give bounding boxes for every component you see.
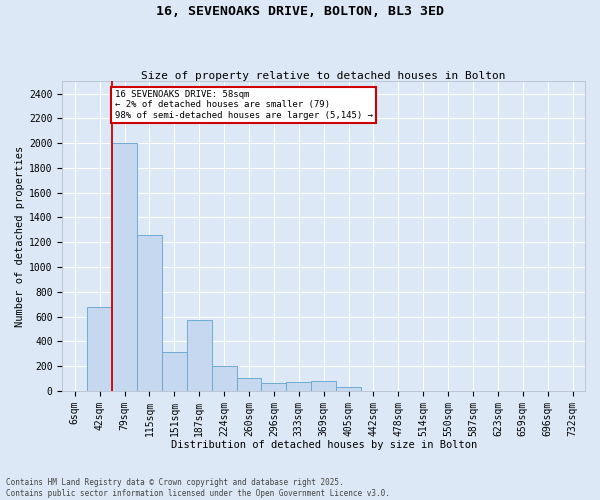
Bar [311,381,336,391]
Bar [236,378,262,391]
Bar [212,366,236,391]
Bar [162,352,187,391]
Bar [187,320,212,391]
Title: Size of property relative to detached houses in Bolton: Size of property relative to detached ho… [142,70,506,81]
Text: 16 SEVENOAKS DRIVE: 58sqm
← 2% of detached houses are smaller (79)
98% of semi-d: 16 SEVENOAKS DRIVE: 58sqm ← 2% of detach… [115,90,373,120]
X-axis label: Distribution of detached houses by size in Bolton: Distribution of detached houses by size … [170,440,477,450]
Bar [336,387,361,391]
Y-axis label: Number of detached properties: Number of detached properties [15,146,25,326]
Bar [112,143,137,391]
Text: Contains HM Land Registry data © Crown copyright and database right 2025.
Contai: Contains HM Land Registry data © Crown c… [6,478,390,498]
Bar [286,382,311,391]
Bar [87,306,112,391]
Bar [262,384,286,391]
Bar [137,235,162,391]
Text: 16, SEVENOAKS DRIVE, BOLTON, BL3 3ED: 16, SEVENOAKS DRIVE, BOLTON, BL3 3ED [156,5,444,18]
